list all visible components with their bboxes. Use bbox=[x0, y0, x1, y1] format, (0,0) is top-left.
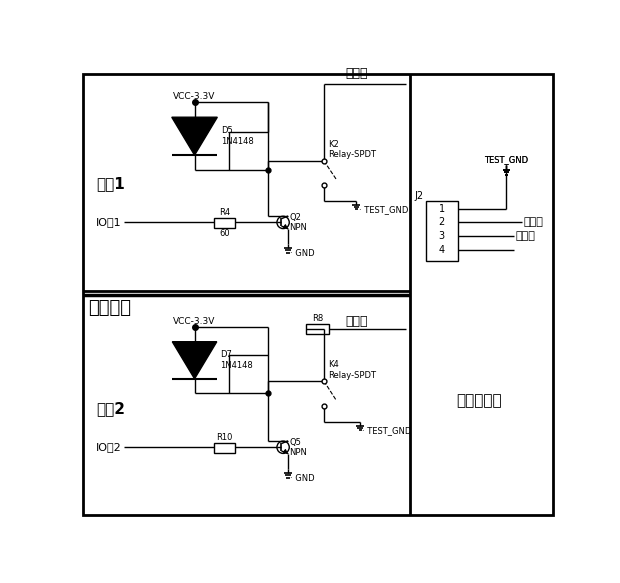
Text: 1: 1 bbox=[439, 203, 445, 213]
Text: 插条线: 插条线 bbox=[523, 217, 543, 227]
Text: 测值线: 测值线 bbox=[516, 231, 536, 241]
Text: Q5
NPN: Q5 NPN bbox=[290, 438, 307, 457]
Bar bbox=[214, 442, 236, 452]
Bar bbox=[214, 218, 236, 228]
Text: · GND: · GND bbox=[290, 473, 315, 483]
Bar bbox=[306, 324, 329, 334]
Text: 血糖仪接口: 血糖仪接口 bbox=[457, 394, 502, 409]
Text: 2: 2 bbox=[438, 217, 445, 227]
Text: R8: R8 bbox=[312, 314, 324, 322]
Text: 插条线: 插条线 bbox=[345, 67, 368, 80]
Polygon shape bbox=[172, 342, 217, 379]
Text: 测值线: 测值线 bbox=[345, 314, 368, 328]
Bar bbox=[229, 355, 268, 394]
Text: R4: R4 bbox=[219, 208, 230, 217]
Bar bbox=[425, 201, 458, 261]
Text: IO口2: IO口2 bbox=[96, 442, 122, 452]
Text: 端口1: 端口1 bbox=[96, 177, 125, 191]
Text: K2
Relay-SPDT: K2 Relay-SPDT bbox=[328, 140, 376, 159]
Text: 60: 60 bbox=[219, 229, 230, 238]
Text: VCC-3.3V: VCC-3.3V bbox=[174, 92, 216, 101]
Text: · GND: · GND bbox=[290, 249, 315, 258]
Text: 3: 3 bbox=[439, 231, 445, 241]
Text: IO口1: IO口1 bbox=[96, 217, 122, 227]
Text: J2: J2 bbox=[414, 191, 423, 201]
Text: · TEST_GND: · TEST_GND bbox=[363, 427, 412, 436]
Text: · TEST_GND: · TEST_GND bbox=[358, 205, 408, 215]
Text: TEST_GND: TEST_GND bbox=[484, 155, 528, 164]
Text: D7
1N4148: D7 1N4148 bbox=[221, 350, 253, 370]
Text: TEST_GND: TEST_GND bbox=[484, 155, 528, 164]
Text: Q2
NPN: Q2 NPN bbox=[290, 213, 307, 232]
Text: R10: R10 bbox=[216, 433, 232, 442]
Text: VCC-3.3V: VCC-3.3V bbox=[174, 317, 216, 325]
Polygon shape bbox=[172, 117, 218, 155]
Bar bbox=[229, 132, 268, 170]
Text: 端口2: 端口2 bbox=[96, 401, 125, 416]
Text: 4: 4 bbox=[439, 245, 445, 255]
Text: 测试装置: 测试装置 bbox=[88, 298, 131, 317]
Text: D5
1N4148: D5 1N4148 bbox=[221, 126, 254, 146]
Text: K4
Relay-SPDT: K4 Relay-SPDT bbox=[328, 360, 376, 380]
